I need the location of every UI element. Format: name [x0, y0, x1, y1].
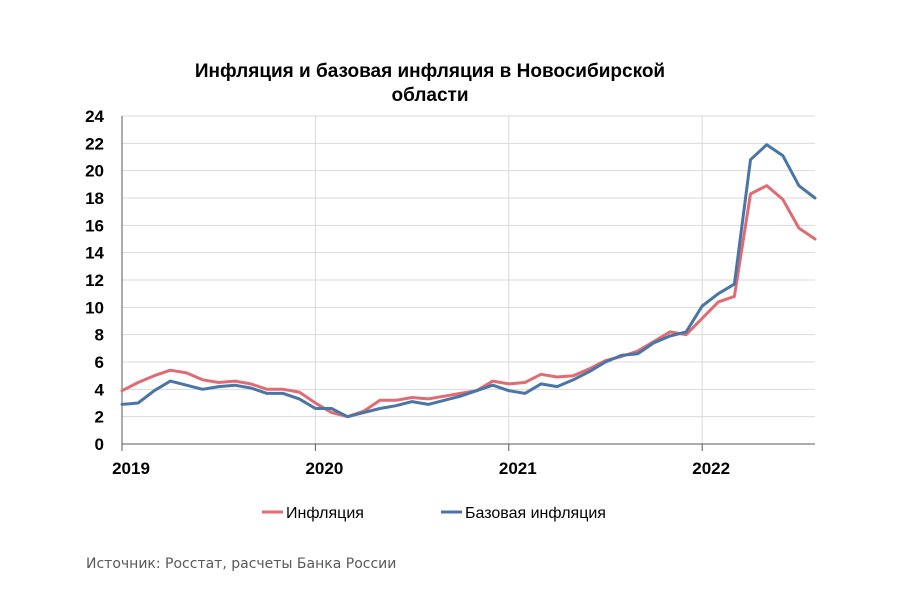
x-tick-label: 2021 [499, 459, 537, 478]
y-tick-label: 16 [85, 216, 104, 235]
legend-label-1: Инфляция [286, 505, 364, 522]
y-tick-label: 24 [85, 107, 104, 126]
y-tick-label: 8 [95, 326, 104, 345]
y-tick-label: 14 [85, 244, 104, 263]
x-tick-label: 2019 [112, 459, 150, 478]
chart-title-line-1: Инфляция и базовая инфляция в Новосибирс… [194, 61, 666, 82]
chart-title-line-2: области [391, 85, 469, 106]
y-tick-label: 0 [95, 435, 104, 454]
x-tick-label: 2020 [305, 459, 343, 478]
source-note: Источник: Росстат, расчеты Банка России [86, 556, 397, 572]
x-tick-label: 2022 [692, 459, 730, 478]
y-tick-label: 10 [85, 298, 104, 317]
legend-label-2: Базовая инфляция [465, 505, 606, 522]
y-tick-label: 12 [85, 271, 104, 290]
y-tick-label: 18 [85, 189, 104, 208]
chart-title: Инфляция и базовая инфляция в Новосибирс… [150, 60, 710, 108]
y-tick-label: 4 [95, 380, 105, 399]
series-line-2 [120, 143, 817, 419]
y-tick-label: 2 [95, 408, 104, 427]
series-line-1 [120, 184, 817, 419]
y-tick-label: 20 [85, 162, 104, 181]
y-tick-label: 6 [95, 353, 104, 372]
y-tick-label: 22 [85, 134, 104, 153]
